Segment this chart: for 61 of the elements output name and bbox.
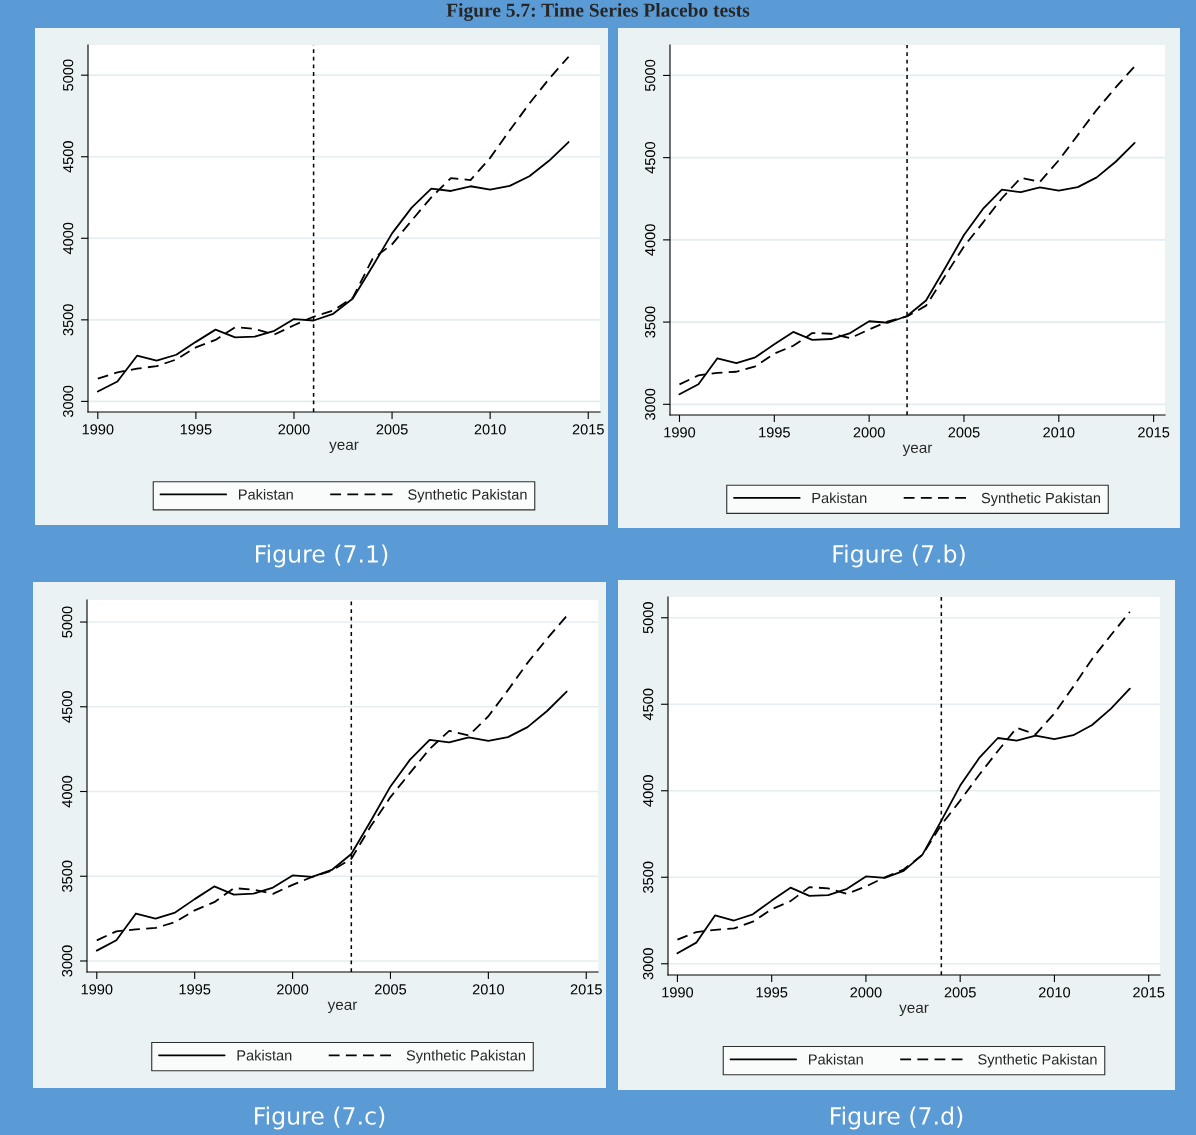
y-tick-label: 4000 — [644, 224, 656, 256]
x-tick-label: 1990 — [82, 424, 114, 435]
x-tick-label: 2000 — [853, 427, 885, 438]
x-tick-label: 2015 — [572, 424, 604, 435]
x-tick-label: 2005 — [374, 984, 407, 995]
y-tick-label: 4500 — [644, 141, 656, 174]
y-tick-label: 4000 — [62, 222, 74, 255]
y-tick-label: 3000 — [62, 385, 74, 418]
text: Figure (7.1) — [256, 544, 388, 568]
text: Figure (7.d) — [831, 1106, 963, 1130]
x-tick-label: 2005 — [948, 427, 980, 438]
x-axis-title: year — [327, 1001, 358, 1014]
x-tick-label: 2010 — [1038, 987, 1071, 998]
y-tick-label: 4500 — [61, 691, 73, 723]
legend-label: Synthetic Pakistan — [981, 492, 1101, 507]
y-tick-label: 4000 — [642, 775, 654, 807]
y-tick-label: 3500 — [642, 861, 654, 893]
legend-label: Pakistan — [239, 488, 293, 500]
text: Figure (7.b) — [833, 544, 965, 568]
y-tick-label: 4500 — [62, 141, 74, 173]
x-tick-label: 1995 — [180, 424, 212, 435]
x-tick-label: 1990 — [662, 987, 694, 998]
y-tick-label: 5000 — [644, 59, 656, 92]
text: Figure (7.c) — [255, 1106, 385, 1130]
x-tick-label: 2000 — [850, 987, 882, 998]
x-tick-label: 2015 — [1133, 987, 1165, 998]
y-tick-label: 3000 — [644, 388, 656, 420]
x-tick-label: 1990 — [81, 984, 113, 995]
y-tick-label: 3000 — [642, 948, 654, 980]
y-tick-label: 5000 — [642, 602, 654, 634]
x-tick-label: 1995 — [759, 427, 790, 438]
x-tick-label: 2010 — [472, 984, 505, 995]
y-tick-label: 4500 — [642, 688, 654, 721]
legend-label: Pakistan — [812, 492, 867, 504]
x-tick-label: 1995 — [756, 987, 788, 998]
y-tick-label: 5000 — [62, 59, 74, 91]
legend-label: Synthetic Pakistan — [978, 1053, 1097, 1068]
x-tick-label: 2005 — [944, 987, 976, 998]
y-tick-label: 3500 — [62, 304, 74, 336]
legend-label: Pakistan — [237, 1049, 292, 1061]
x-axis-title: year — [329, 441, 359, 454]
chart-title: Figure 5.7: Time Series Placebo tests — [446, 3, 750, 21]
x-tick-label: 2005 — [376, 424, 408, 435]
x-tick-label: 2010 — [474, 424, 506, 435]
x-tick-label: 2000 — [277, 984, 309, 995]
x-axis-title: year — [899, 1004, 929, 1017]
legend-label: Synthetic Pakistan — [408, 488, 527, 503]
x-tick-label: 2000 — [278, 424, 310, 435]
y-tick-label: 5000 — [61, 606, 73, 638]
y-tick-label: 3000 — [61, 945, 73, 977]
x-tick-label: 2015 — [570, 984, 602, 995]
x-tick-label: 2010 — [1043, 427, 1075, 438]
x-tick-label: 1995 — [179, 984, 211, 995]
legend-label: Synthetic Pakistan — [406, 1049, 526, 1064]
y-tick-label: 3500 — [644, 306, 656, 338]
y-tick-label: 3500 — [61, 860, 73, 892]
legend-label: Pakistan — [809, 1053, 863, 1065]
y-tick-label: 4000 — [61, 775, 73, 808]
x-tick-label: 2015 — [1138, 427, 1170, 438]
x-tick-label: 1990 — [664, 427, 696, 438]
x-axis-title: year — [902, 444, 933, 457]
